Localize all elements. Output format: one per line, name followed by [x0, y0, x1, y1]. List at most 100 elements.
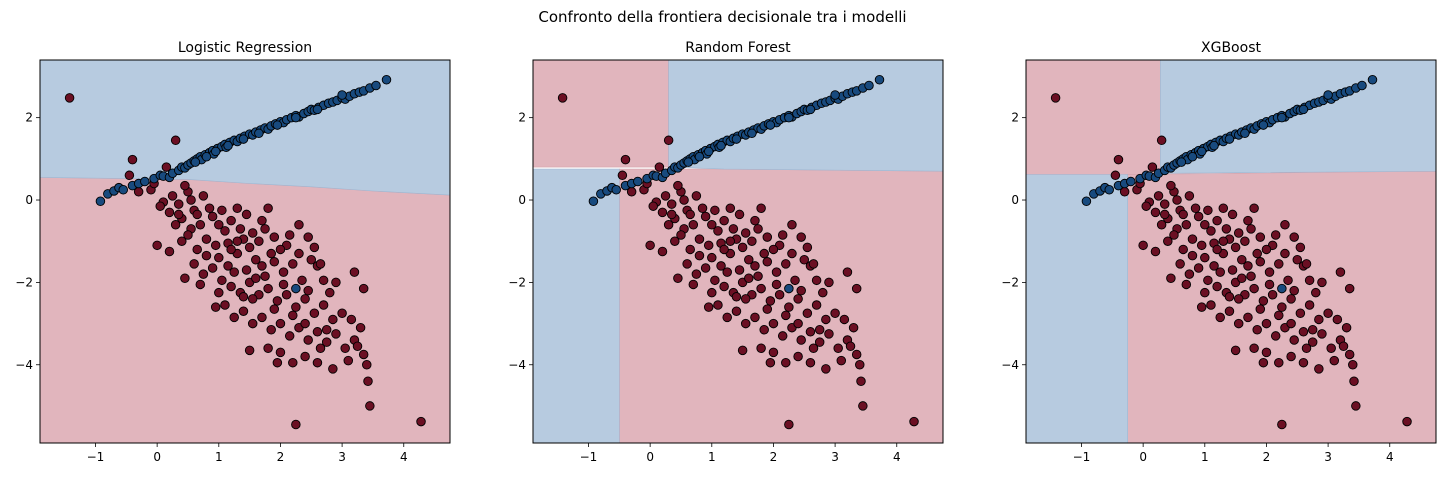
data-point-class-blue: [1367, 75, 1378, 85]
data-point-class-red: [1224, 292, 1235, 302]
data-point-class-red: [781, 310, 791, 321]
x-tick-label: −1: [1073, 450, 1091, 464]
data-point-class-red: [346, 314, 357, 325]
data-point-class-red: [257, 312, 267, 323]
data-point-class-red: [300, 318, 310, 329]
x-tick-label: 4: [893, 450, 901, 464]
data-point-class-red: [1181, 279, 1192, 290]
y-tick-label: 2: [25, 111, 33, 125]
x-tick-label: 4: [1386, 450, 1394, 464]
x-tick-label: 0: [153, 450, 161, 464]
data-point-class-blue: [371, 80, 381, 91]
data-point-class-red: [124, 170, 135, 181]
data-point-class-red: [1233, 318, 1244, 329]
data-point-class-red: [722, 312, 732, 323]
data-point-class-red: [300, 351, 310, 362]
x-tick-label: 3: [831, 450, 839, 464]
data-point-class-red: [331, 329, 341, 339]
y-tick-label: 0: [518, 193, 526, 207]
axes-frame: [1025, 59, 1437, 444]
axes-frame: [39, 59, 451, 444]
data-point-class-red: [781, 357, 791, 368]
data-point-class-blue: [747, 128, 757, 139]
data-point-class-red: [750, 215, 760, 226]
data-point-class-red: [294, 248, 304, 259]
data-point-class-red: [1218, 203, 1229, 214]
data-point-class-red: [180, 180, 190, 191]
data-point-class-blue: [694, 152, 705, 162]
data-point-class-red: [731, 306, 742, 316]
data-point-class-red: [358, 283, 369, 294]
data-point-class-red: [1227, 209, 1238, 220]
chart-title: Random Forest: [685, 40, 791, 56]
data-point-class-red: [793, 351, 803, 362]
axes-frame: [532, 59, 944, 444]
data-point-class-red: [1237, 273, 1247, 284]
data-point-class-red: [1283, 275, 1293, 286]
data-point-class-red: [355, 322, 366, 333]
data-point-class-blue: [716, 140, 726, 151]
data-point-class-red: [716, 261, 726, 271]
data-point-class-red: [241, 265, 252, 275]
data-point-class-red: [170, 219, 181, 230]
data-point-class-red: [1270, 230, 1281, 240]
data-point-class-red: [805, 357, 816, 368]
data-point-class-red: [1307, 324, 1318, 335]
data-point-class-red: [226, 215, 236, 226]
data-point-class-red: [235, 224, 246, 234]
data-point-class-red: [1255, 257, 1266, 267]
data-point-class-red: [1159, 199, 1170, 209]
data-point-class-red: [1193, 211, 1204, 222]
data-point-class-red: [836, 355, 847, 366]
data-point-class-red: [161, 162, 172, 172]
data-point-class-red: [796, 232, 806, 242]
data-point-class-red: [833, 343, 843, 354]
data-point-class-red: [719, 215, 729, 226]
data-point-class-red: [725, 203, 736, 214]
data-point-class-red: [1344, 349, 1355, 360]
x-tick-label: 4: [400, 450, 408, 464]
data-point-class-blue: [95, 196, 106, 207]
data-point-class-red: [802, 308, 813, 319]
data-point-class-red: [1113, 154, 1124, 165]
data-point-class-red: [1233, 228, 1244, 238]
data-point-class-blue: [238, 134, 249, 144]
data-point-class-red: [666, 209, 677, 220]
y-tick-label: −2: [1001, 275, 1019, 289]
data-point-class-red: [784, 419, 794, 430]
data-point-class-red: [284, 230, 295, 240]
data-point-class-red: [1184, 191, 1195, 201]
data-point-class-red: [740, 228, 751, 238]
data-point-class-red: [1227, 265, 1238, 275]
data-point-class-red: [759, 248, 769, 259]
data-point-class-red: [768, 318, 779, 329]
data-point-class-red: [781, 259, 791, 269]
data-point-class-red: [1156, 135, 1167, 146]
data-point-class-red: [1261, 318, 1272, 329]
data-point-class-red: [657, 246, 668, 257]
data-point-class-red: [318, 275, 329, 286]
data-point-class-blue: [201, 152, 212, 162]
data-point-class-red: [349, 267, 360, 277]
data-point-class-red: [821, 314, 831, 325]
data-point-class-red: [192, 244, 202, 255]
x-tick-label: 1: [1201, 450, 1209, 464]
data-point-class-red: [1240, 236, 1250, 246]
data-point-class-red: [303, 285, 313, 296]
data-point-class-red: [821, 364, 831, 374]
data-point-class-red: [707, 219, 717, 230]
data-point-class-red: [1187, 250, 1198, 261]
data-point-class-red: [1349, 376, 1359, 386]
data-point-class-red: [713, 226, 723, 236]
data-point-class-blue: [1081, 196, 1092, 207]
data-point-class-red: [814, 324, 825, 335]
data-point-class-red: [1277, 419, 1287, 430]
data-point-class-red: [257, 261, 267, 271]
data-point-class-blue: [1277, 112, 1287, 123]
data-point-class-red: [1200, 219, 1210, 230]
data-point-class-red: [275, 318, 286, 329]
data-point-class-red: [238, 306, 249, 316]
data-point-class-red: [1286, 294, 1296, 304]
data-point-class-red: [189, 259, 199, 269]
